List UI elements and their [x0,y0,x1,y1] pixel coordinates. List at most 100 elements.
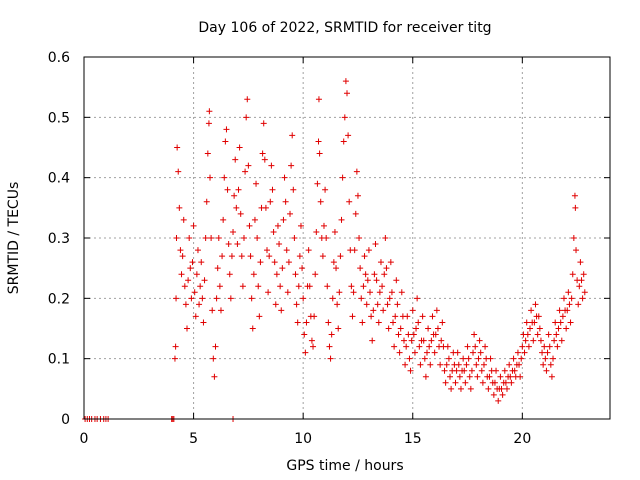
data-point [373,277,380,284]
data-point [531,319,538,326]
data-point [335,325,342,332]
data-point [180,216,187,223]
data-point [408,337,415,344]
data-point [231,192,238,199]
data-point [358,295,365,302]
data-point [172,343,179,350]
data-point [174,144,181,151]
data-point [514,349,521,356]
data-point [270,228,277,235]
data-point [431,349,438,356]
data-point [568,295,575,302]
data-point [444,343,451,350]
data-point [530,337,537,344]
data-point [551,337,558,344]
data-point [491,379,498,386]
data-point [297,222,304,229]
grid-lines [84,57,610,419]
data-point [339,174,346,181]
data-point [374,301,381,308]
data-point [271,259,278,266]
x-axis-label: GPS time / hours [286,458,403,474]
data-point [274,222,281,229]
data-point [266,253,273,260]
data-point [398,289,405,296]
y-tick-label: 0.4 [48,171,70,187]
data-point [468,367,475,374]
data-point [532,301,539,308]
data-point [416,343,423,350]
data-point [525,343,532,350]
data-point [564,307,571,314]
data-point [199,295,206,302]
data-point [334,301,341,308]
data-point [472,343,479,350]
data-point [320,222,327,229]
data-point [581,289,588,296]
data-point [190,222,197,229]
data-point [363,301,370,308]
data-point [362,271,369,278]
data-point [404,313,411,320]
data-point [419,313,426,320]
data-point [238,253,245,260]
data-point [575,301,582,308]
data-point [208,235,215,241]
data-point [569,271,576,278]
data-point [522,337,529,344]
data-point [454,349,461,356]
y-tick-label: 0.1 [48,352,70,368]
data-point [546,343,553,350]
data-point [305,247,312,254]
data-point [490,391,497,398]
data-point [448,385,455,392]
data-point [256,313,263,320]
data-point [357,265,364,272]
data-point [464,343,471,350]
y-tick-label: 0.2 [48,291,70,307]
data-point [227,295,234,302]
data-point [572,204,579,211]
data-point [462,379,469,386]
y-tick-label: 0.6 [48,50,70,66]
data-point [516,361,523,368]
data-point [528,307,535,314]
data-point [289,132,296,139]
data-point [211,373,218,380]
data-point [287,210,294,217]
data-point [173,235,180,241]
data-point [277,283,284,290]
data-point [521,349,528,356]
data-point [331,228,338,235]
data-point [560,295,567,302]
data-point [536,325,543,332]
data-point [474,373,481,380]
data-point [517,373,524,380]
data-point [251,216,258,223]
data-point [288,162,295,169]
data-point [386,295,393,302]
data-point [519,343,526,350]
data-point [327,355,334,362]
data-point [478,367,485,374]
data-point [175,168,182,175]
data-point [453,367,460,374]
data-point [392,313,399,320]
data-point [507,373,514,380]
data-point [279,265,286,272]
data-point [388,289,395,296]
data-point [353,168,360,175]
data-point [294,319,301,326]
data-point [540,361,547,368]
data-point [246,222,253,229]
data-point [578,277,585,284]
data-point [415,319,422,326]
data-point [372,241,379,248]
data-point [301,331,308,338]
data-point [438,337,445,344]
data-point [559,313,566,320]
data-point [205,120,212,127]
data-point [465,355,472,362]
data-point [402,361,409,368]
data-point [563,325,570,332]
